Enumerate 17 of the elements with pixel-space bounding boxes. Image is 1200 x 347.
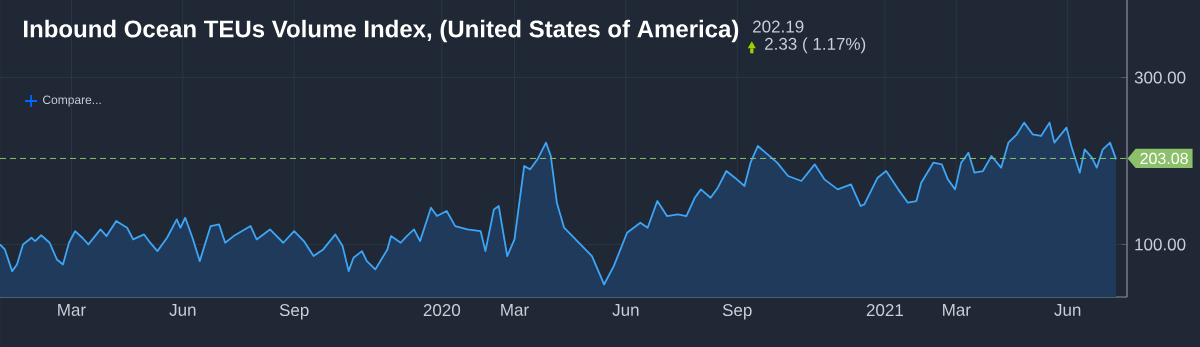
- x-tick-label: Mar: [943, 304, 971, 316]
- x-tick-label: 2021: [866, 304, 903, 317]
- annotation: 2.33 ( 1.17%): [765, 37, 866, 54]
- x-tick-label: Jun: [612, 304, 639, 316]
- y-tick-label: 100.00: [1135, 238, 1186, 251]
- ref-line-label: 203.08: [1140, 152, 1188, 165]
- x-tick-label: Jun: [169, 304, 196, 316]
- text: Inbound Ocean TEUs Volume Index, (United States of America): [24, 19, 739, 43]
- x-tick-label: Mar: [501, 304, 529, 316]
- y-tick-label: 300.00: [1134, 71, 1186, 84]
- x-tick-label: 2020: [423, 304, 461, 317]
- x-tick-label: Sep: [722, 304, 752, 320]
- x-tick-label: Mar: [58, 304, 86, 316]
- annotation: 202.19: [753, 20, 804, 33]
- x-tick-label: Jun: [1054, 304, 1081, 316]
- x-tick-label: Sep: [279, 304, 309, 320]
- annotation: Compare...: [43, 95, 101, 107]
